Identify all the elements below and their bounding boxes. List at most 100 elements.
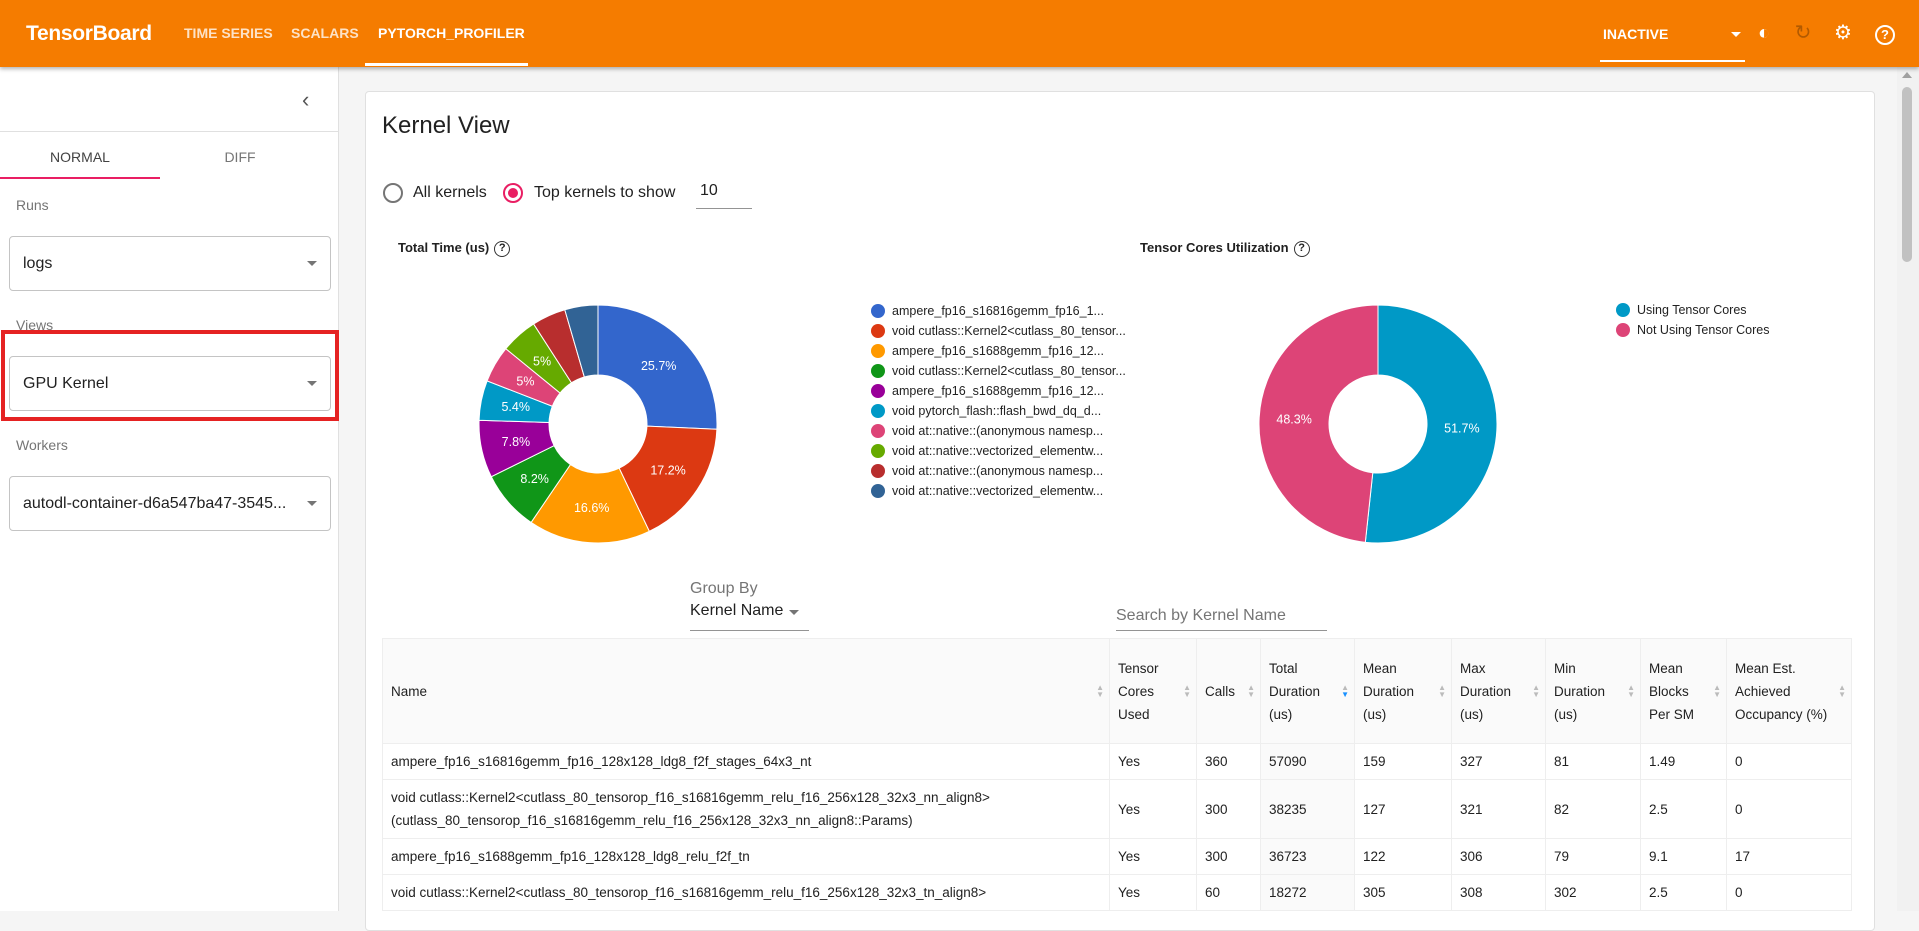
reload-icon[interactable]: ↻ bbox=[1794, 22, 1812, 44]
table-cell: 300 bbox=[1196, 779, 1261, 839]
plugin-status-select[interactable]: INACTIVE bbox=[1603, 26, 1669, 42]
sort-icon[interactable]: ▲ ▼ bbox=[1713, 683, 1721, 699]
column-header-label: Total Duration (us) bbox=[1269, 660, 1321, 722]
table-cell: 127 bbox=[1354, 779, 1452, 839]
legend-swatch bbox=[871, 484, 885, 498]
column-header[interactable]: Max Duration (us) ▲ ▼ bbox=[1451, 638, 1546, 744]
sort-icon[interactable]: ▲ ▼ bbox=[1096, 683, 1104, 699]
page-scrollbar[interactable] bbox=[1897, 67, 1919, 911]
column-header-label: Mean Duration (us) bbox=[1363, 660, 1415, 722]
sort-icon[interactable]: ▲ ▼ bbox=[1532, 683, 1540, 699]
runs-select[interactable]: logs bbox=[9, 236, 331, 291]
column-header[interactable]: Total Duration (us) ▲ ▼ bbox=[1260, 638, 1355, 744]
tab-diff[interactable]: DIFF bbox=[224, 149, 256, 165]
column-header[interactable]: Min Duration (us) ▲ ▼ bbox=[1545, 638, 1641, 744]
legend-item[interactable]: void at::native::vectorized_elementw... bbox=[871, 483, 1126, 499]
sort-icon[interactable]: ▲ ▼ bbox=[1438, 683, 1446, 699]
views-select[interactable]: GPU Kernel bbox=[9, 356, 331, 411]
legend-swatch bbox=[1616, 303, 1630, 317]
sort-icon[interactable]: ▲ ▼ bbox=[1247, 683, 1255, 699]
tab-scalars[interactable]: SCALARS bbox=[291, 25, 359, 41]
table-cell: 36723 bbox=[1260, 838, 1355, 875]
chevron-down-icon[interactable] bbox=[1731, 32, 1741, 37]
group-by-select[interactable]: Kernel Name bbox=[690, 602, 809, 631]
legend-swatch bbox=[871, 404, 885, 418]
scrollbar-thumb[interactable] bbox=[1902, 87, 1912, 262]
help-icon[interactable]: ? bbox=[494, 240, 511, 257]
legend-item[interactable]: void at::native::(anonymous namesp... bbox=[871, 463, 1126, 479]
radio-top-kernels-label[interactable]: Top kernels to show bbox=[534, 184, 676, 201]
legend-swatch bbox=[871, 444, 885, 458]
legend-swatch bbox=[871, 344, 885, 358]
gear-icon[interactable]: ⚙ bbox=[1834, 22, 1852, 44]
legend-swatch bbox=[871, 304, 885, 318]
legend-label: ampere_fp16_s1688gemm_fp16_12... bbox=[892, 344, 1104, 358]
slice-label: 5.4% bbox=[501, 400, 530, 414]
legend-item[interactable]: Not Using Tensor Cores bbox=[1616, 322, 1871, 338]
table-row[interactable]: ampere_fp16_s16816gemm_fp16_128x128_ldg8… bbox=[382, 743, 1852, 780]
sort-icon[interactable]: ▲ ▼ bbox=[1838, 683, 1846, 699]
kernel-search-input[interactable] bbox=[1116, 602, 1327, 631]
tab-pytorch-profiler[interactable]: PYTORCH_PROFILER bbox=[378, 25, 525, 41]
legend-label: void cutlass::Kernel2<cutlass_80_tensor.… bbox=[892, 364, 1126, 378]
table-row[interactable]: void cutlass::Kernel2<cutlass_80_tensoro… bbox=[382, 779, 1852, 839]
collapse-sidebar-icon[interactable]: ‹ bbox=[302, 87, 310, 112]
column-header-label: Tensor Cores Used bbox=[1118, 660, 1159, 722]
legend-item[interactable]: void pytorch_flash::flash_bwd_dq_d... bbox=[871, 403, 1126, 419]
workers-select[interactable]: autodl-container-d6a547ba47-3545... bbox=[9, 476, 331, 531]
table-cell: 38235 bbox=[1260, 779, 1355, 839]
total-time-legend: ampere_fp16_s16816gemm_fp16_1...void cut… bbox=[871, 303, 1126, 503]
legend-label: ampere_fp16_s1688gemm_fp16_12... bbox=[892, 384, 1104, 398]
radio-all-kernels-label[interactable]: All kernels bbox=[413, 184, 487, 201]
legend-item[interactable]: Using Tensor Cores bbox=[1616, 302, 1871, 318]
sort-icon[interactable]: ▲ ▼ bbox=[1341, 683, 1349, 699]
theme-toggle-icon[interactable]: ◐ bbox=[1757, 22, 1771, 44]
views-value: GPU Kernel bbox=[23, 375, 109, 392]
table-cell: 2.5 bbox=[1640, 779, 1727, 839]
scroll-up-icon[interactable] bbox=[1902, 72, 1912, 78]
highlight-box bbox=[1, 330, 339, 421]
table-cell: 79 bbox=[1545, 838, 1641, 875]
legend-item[interactable]: ampere_fp16_s16816gemm_fp16_1... bbox=[871, 303, 1126, 319]
table-cell: 82 bbox=[1545, 779, 1641, 839]
legend-item[interactable]: void at::native::vectorized_elementw... bbox=[871, 443, 1126, 459]
table-row[interactable]: void cutlass::Kernel2<cutlass_80_tensoro… bbox=[382, 874, 1852, 911]
column-header[interactable]: Mean Est. Achieved Occupancy (%) ▲ ▼ bbox=[1726, 638, 1852, 744]
help-icon[interactable]: ? bbox=[1872, 20, 1898, 46]
dropdown-arrow-icon bbox=[789, 610, 799, 615]
slice-label: 51.7% bbox=[1444, 421, 1479, 435]
pie-slice[interactable] bbox=[530, 463, 651, 544]
legend-item[interactable]: ampere_fp16_s1688gemm_fp16_12... bbox=[871, 383, 1126, 399]
group-by-value: Kernel Name bbox=[690, 602, 784, 619]
table-cell: Yes bbox=[1109, 874, 1197, 911]
column-header[interactable]: Name ▲ ▼ bbox=[382, 638, 1110, 744]
pie-slice[interactable] bbox=[597, 304, 718, 430]
pie-slice[interactable] bbox=[564, 304, 599, 378]
table-cell: Yes bbox=[1109, 743, 1197, 780]
sort-icon[interactable]: ▲ ▼ bbox=[1627, 683, 1635, 699]
help-icon[interactable]: ? bbox=[1293, 240, 1310, 257]
legend-item[interactable]: void at::native::(anonymous namesp... bbox=[871, 423, 1126, 439]
radio-top-kernels[interactable] bbox=[503, 183, 523, 203]
column-header[interactable]: Tensor Cores Used ▲ ▼ bbox=[1109, 638, 1197, 744]
legend-item[interactable]: void cutlass::Kernel2<cutlass_80_tensor.… bbox=[871, 323, 1126, 339]
slice-label: 48.3% bbox=[1276, 413, 1311, 427]
top-kernels-input[interactable]: 10 bbox=[696, 182, 752, 209]
sort-icon[interactable]: ▲ ▼ bbox=[1183, 683, 1191, 699]
kernel-view-card: Kernel View All kernels Top kernels to s… bbox=[365, 91, 1875, 931]
legend-item[interactable]: void cutlass::Kernel2<cutlass_80_tensor.… bbox=[871, 363, 1126, 379]
table-cell: 81 bbox=[1545, 743, 1641, 780]
column-header[interactable]: Mean Duration (us) ▲ ▼ bbox=[1354, 638, 1452, 744]
pie-slice[interactable] bbox=[618, 425, 718, 533]
legend-swatch bbox=[871, 424, 885, 438]
table-row[interactable]: ampere_fp16_s1688gemm_fp16_128x128_ldg8_… bbox=[382, 838, 1852, 875]
column-header[interactable]: Calls ▲ ▼ bbox=[1196, 638, 1261, 744]
radio-all-kernels[interactable] bbox=[383, 183, 403, 203]
column-header[interactable]: Mean Blocks Per SM ▲ ▼ bbox=[1640, 638, 1727, 744]
pie-slice[interactable] bbox=[1258, 304, 1379, 543]
legend-item[interactable]: ampere_fp16_s1688gemm_fp16_12... bbox=[871, 343, 1126, 359]
tab-normal[interactable]: NORMAL bbox=[50, 149, 110, 165]
pie-slice[interactable] bbox=[1364, 304, 1498, 544]
tab-time-series[interactable]: TIME SERIES bbox=[184, 25, 273, 41]
app-logo: TensorBoard bbox=[26, 22, 152, 45]
